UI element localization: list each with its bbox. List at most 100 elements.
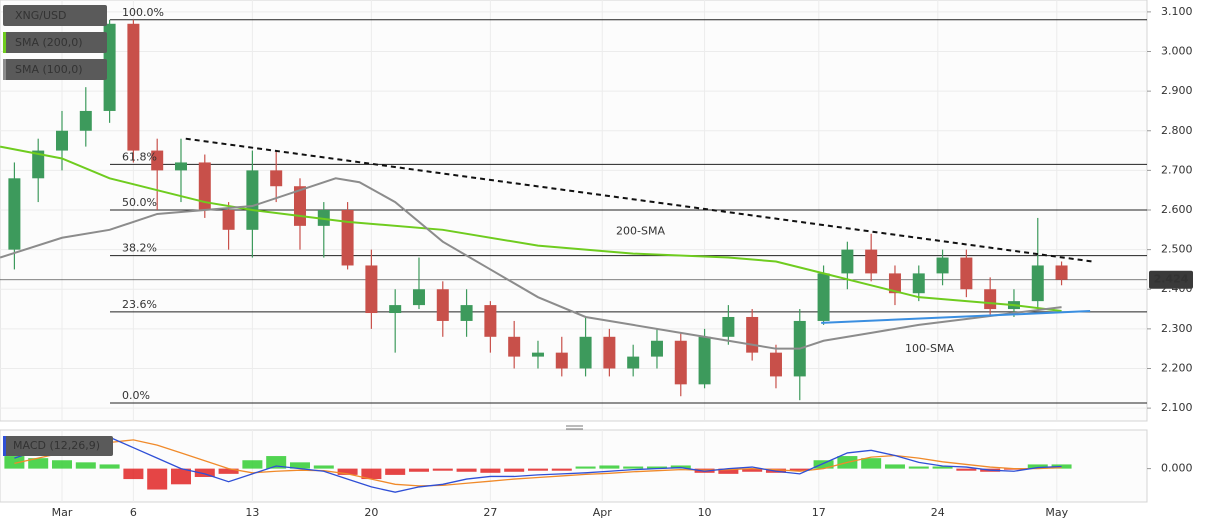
histogram-bar <box>456 468 477 472</box>
candle-body <box>531 352 544 357</box>
candle-body <box>627 356 640 369</box>
legend-swatch <box>3 59 6 80</box>
trendline <box>821 310 1091 324</box>
legend-label[interactable]: SMA (100,0) <box>15 63 83 76</box>
histogram-bar <box>385 468 406 475</box>
legend-box[interactable] <box>3 32 107 53</box>
x-tick-label: Mar <box>52 506 73 519</box>
histogram-bar <box>599 465 620 469</box>
candle-body <box>674 340 687 385</box>
fib-label: 100.0% <box>122 6 164 19</box>
histogram-bar <box>861 458 882 469</box>
histogram-bar <box>51 460 72 469</box>
candle-body <box>888 273 901 294</box>
y-tick-label: 2.700 <box>1161 163 1193 176</box>
candle-body <box>365 265 378 314</box>
histogram-bar <box>813 460 834 469</box>
histogram-bar <box>575 466 596 469</box>
y-tick-label: 2.900 <box>1161 84 1193 97</box>
legend-box[interactable] <box>3 5 107 26</box>
y-tick-label: 2.600 <box>1161 203 1193 216</box>
histogram-bar <box>956 468 977 471</box>
histogram-bar <box>908 466 929 469</box>
histogram-bar <box>527 468 548 471</box>
candle-body <box>960 257 973 290</box>
candle-body <box>912 273 925 294</box>
histogram-bar <box>28 458 49 469</box>
x-tick-label: 17 <box>812 506 826 519</box>
candle-body <box>746 316 759 353</box>
x-tick-label: 6 <box>130 506 137 519</box>
candle-body <box>484 305 497 337</box>
candle-body <box>936 257 949 274</box>
candle-body <box>579 336 592 369</box>
histogram-bar <box>242 460 263 469</box>
candle-body <box>270 170 283 187</box>
candle-body <box>841 249 854 274</box>
legend-swatch <box>3 436 6 456</box>
candle-body <box>698 336 711 385</box>
candle-body <box>650 340 663 357</box>
price-tag <box>1149 270 1193 289</box>
price-tag-label: 2.424 <box>1154 273 1189 286</box>
macd-title[interactable]: MACD (12,26,9) <box>13 439 100 452</box>
histogram-bar <box>646 466 667 469</box>
candle-body <box>198 162 211 210</box>
histogram-bar <box>1027 464 1048 469</box>
y-tick-label: 2.100 <box>1161 401 1193 414</box>
y-tick-label: 3.100 <box>1161 5 1193 18</box>
y-tick-label: 2.300 <box>1161 322 1193 335</box>
candle-body <box>174 162 187 171</box>
candle-body <box>412 289 425 306</box>
legend-box[interactable] <box>3 436 113 456</box>
histogram-bar <box>551 468 572 471</box>
histogram-bar <box>313 465 334 469</box>
histogram-bar <box>718 468 739 474</box>
legend-label[interactable]: SMA (200,0) <box>15 36 83 49</box>
y-tick-label: 2.800 <box>1161 124 1193 137</box>
candle-body <box>341 210 354 266</box>
histogram-bar <box>432 468 453 471</box>
legend-swatch <box>3 32 6 53</box>
legend-label[interactable]: XNG/USD <box>15 9 67 22</box>
histogram-bar <box>789 468 810 471</box>
sma-line <box>0 177 1062 350</box>
legend-box[interactable] <box>3 59 107 80</box>
fib-label: 50.0% <box>122 196 157 209</box>
histogram-bar <box>170 468 191 485</box>
histogram-bar <box>742 468 763 472</box>
histogram-bar <box>337 468 358 475</box>
candle-body <box>8 178 21 250</box>
fib-label: 61.8% <box>122 150 157 163</box>
candle-body <box>1055 265 1068 280</box>
candle-body <box>984 289 997 310</box>
y-tick-label: 2.500 <box>1161 243 1193 256</box>
histogram-bar <box>289 462 310 469</box>
y-tick-label: 0.000 <box>1161 462 1193 475</box>
histogram-bar <box>266 456 287 469</box>
candle-body <box>460 305 473 321</box>
y-tick-label: 2.200 <box>1161 361 1193 374</box>
histogram-bar <box>4 456 25 469</box>
candle-body <box>603 336 616 369</box>
signal-line <box>14 439 1062 487</box>
x-tick-label: 13 <box>245 506 259 519</box>
histogram-bar <box>218 468 239 474</box>
histogram-bar <box>884 464 905 469</box>
histogram-bar <box>408 468 429 472</box>
candle-body <box>769 352 782 377</box>
histogram-bar <box>75 462 96 469</box>
fib-label: 23.6% <box>122 298 157 311</box>
fib-label: 38.2% <box>122 242 157 255</box>
histogram-bar <box>147 468 168 490</box>
histogram-bar <box>623 466 644 469</box>
candle-body <box>817 273 830 321</box>
candle-body <box>555 352 568 369</box>
histogram-bar <box>99 464 120 469</box>
histogram-bar <box>504 468 525 472</box>
macd-line <box>14 436 1062 493</box>
x-tick-label: 24 <box>931 506 945 519</box>
fib-label: 0.0% <box>122 389 150 402</box>
x-tick-label: 10 <box>698 506 712 519</box>
